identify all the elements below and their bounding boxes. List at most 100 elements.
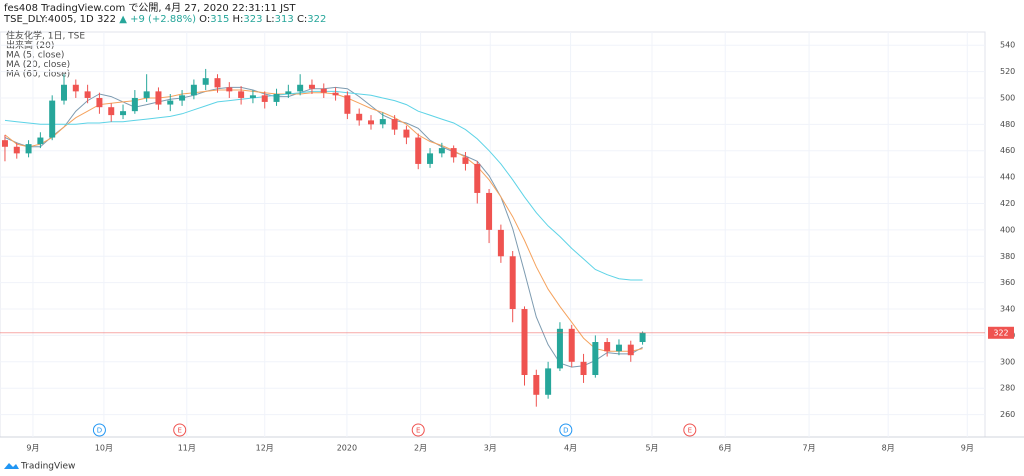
candle-body xyxy=(120,111,127,116)
brand: TradingView xyxy=(20,462,75,472)
candle-body xyxy=(627,344,634,356)
candle-body xyxy=(415,137,422,164)
event-label: E xyxy=(416,427,420,435)
change-arrow: ▲ xyxy=(119,14,127,25)
y-tick-label: 480 xyxy=(1000,120,1015,129)
candle-body xyxy=(592,342,599,375)
candle-body xyxy=(486,192,493,230)
brand-logo xyxy=(4,463,19,469)
event-marker xyxy=(683,423,697,437)
event-marker xyxy=(411,423,425,437)
y-tick-label: 520 xyxy=(1000,67,1015,76)
x-tick-label: 10月 xyxy=(95,444,113,453)
event-label: D xyxy=(563,427,568,435)
candle-body xyxy=(320,88,327,93)
event-marker xyxy=(92,423,106,437)
event-label: D xyxy=(97,427,102,435)
candle-body xyxy=(509,256,516,310)
x-tick-label: 6月 xyxy=(719,444,732,453)
x-tick-label: 11月 xyxy=(178,444,196,453)
last-price: 322 xyxy=(97,14,116,25)
event-label: E xyxy=(177,427,181,435)
candle-body xyxy=(96,97,103,108)
candle-body xyxy=(580,361,587,375)
last-price-box xyxy=(988,326,1014,339)
legend-entry: MA (60, close) xyxy=(6,70,70,80)
x-tick-label: 7月 xyxy=(803,444,816,453)
x-tick-label: 4月 xyxy=(564,444,577,453)
candle-body xyxy=(545,368,552,395)
y-tick-label: 400 xyxy=(1000,225,1015,234)
candle-body xyxy=(615,344,622,352)
x-tick-label: 5月 xyxy=(645,444,658,453)
candle-body xyxy=(72,84,79,92)
candle-body xyxy=(214,78,221,88)
ohlc-label: C: xyxy=(297,14,307,25)
candle-body xyxy=(356,113,363,121)
event-marker xyxy=(173,423,187,437)
ohlc-label: L: xyxy=(266,14,275,25)
candle-body xyxy=(604,342,611,352)
last-price-label: 322 xyxy=(993,328,1008,337)
x-tick-label: 9月 xyxy=(961,444,974,453)
candle-body xyxy=(155,91,162,105)
legend-entry: MA (20, close) xyxy=(6,60,70,70)
candle-body xyxy=(474,163,481,193)
candle-body xyxy=(37,137,44,145)
ohlc-label: H: xyxy=(233,14,244,25)
x-tick-label: 2月 xyxy=(414,444,427,453)
ohlc-label: O: xyxy=(199,14,210,25)
candle-body xyxy=(49,100,56,138)
candle-body xyxy=(60,84,67,101)
candle-body xyxy=(497,229,504,257)
candle-body xyxy=(438,148,445,154)
candle-body xyxy=(226,87,233,92)
event-marker xyxy=(559,423,573,437)
y-tick-label: 500 xyxy=(1000,93,1015,102)
publisher: fes408 TradingView.com で公開, 4月 27, 2020 … xyxy=(4,2,296,14)
x-tick-label: 8月 xyxy=(882,444,895,453)
candle-body xyxy=(556,328,563,369)
candle-body xyxy=(131,97,138,112)
x-tick-label: 3月 xyxy=(484,444,497,453)
y-tick-label: 260 xyxy=(1000,410,1015,419)
x-tick-label: 12月 xyxy=(256,444,274,453)
candle-body xyxy=(179,95,186,101)
legend-entry: 住友化学, 1日, TSE xyxy=(6,30,85,42)
event-label: E xyxy=(688,427,692,435)
ohlc-value: 313 xyxy=(275,14,294,25)
legend-entry: MA (5, close) xyxy=(6,51,64,61)
symbol-line: TSE_DLY:4005, 1D 322 ▲ +9 (+2.88%) O:315… xyxy=(3,14,326,25)
y-tick-label: 360 xyxy=(1000,278,1015,287)
candle-body xyxy=(84,91,91,98)
candle-body xyxy=(568,328,575,362)
x-tick-label: 9月 xyxy=(26,444,39,453)
y-tick-label: 460 xyxy=(1000,146,1015,155)
symbol: TSE_DLY:4005, 1D xyxy=(3,14,94,25)
candle-body xyxy=(13,146,20,154)
candle-body xyxy=(273,94,280,102)
candle-body xyxy=(344,95,351,114)
y-tick-label: 300 xyxy=(1000,357,1015,366)
candle-body xyxy=(202,78,209,85)
y-tick-label: 380 xyxy=(1000,252,1015,261)
change: +9 (+2.88%) xyxy=(130,14,196,25)
y-tick-label: 540 xyxy=(1000,41,1015,50)
candle-body xyxy=(297,84,304,92)
candle-body xyxy=(190,84,197,96)
candle-body xyxy=(533,374,540,395)
y-tick-label: 440 xyxy=(1000,173,1015,182)
candle-body xyxy=(391,119,398,130)
candle-body xyxy=(379,119,386,125)
candle-body xyxy=(108,107,115,116)
candle-body xyxy=(238,91,245,98)
candle-body xyxy=(167,100,174,105)
candle-body xyxy=(308,84,315,89)
candle-body xyxy=(261,95,268,102)
ohlc-value: 315 xyxy=(210,14,229,25)
candle-body xyxy=(249,95,256,98)
candle-body xyxy=(367,120,374,125)
